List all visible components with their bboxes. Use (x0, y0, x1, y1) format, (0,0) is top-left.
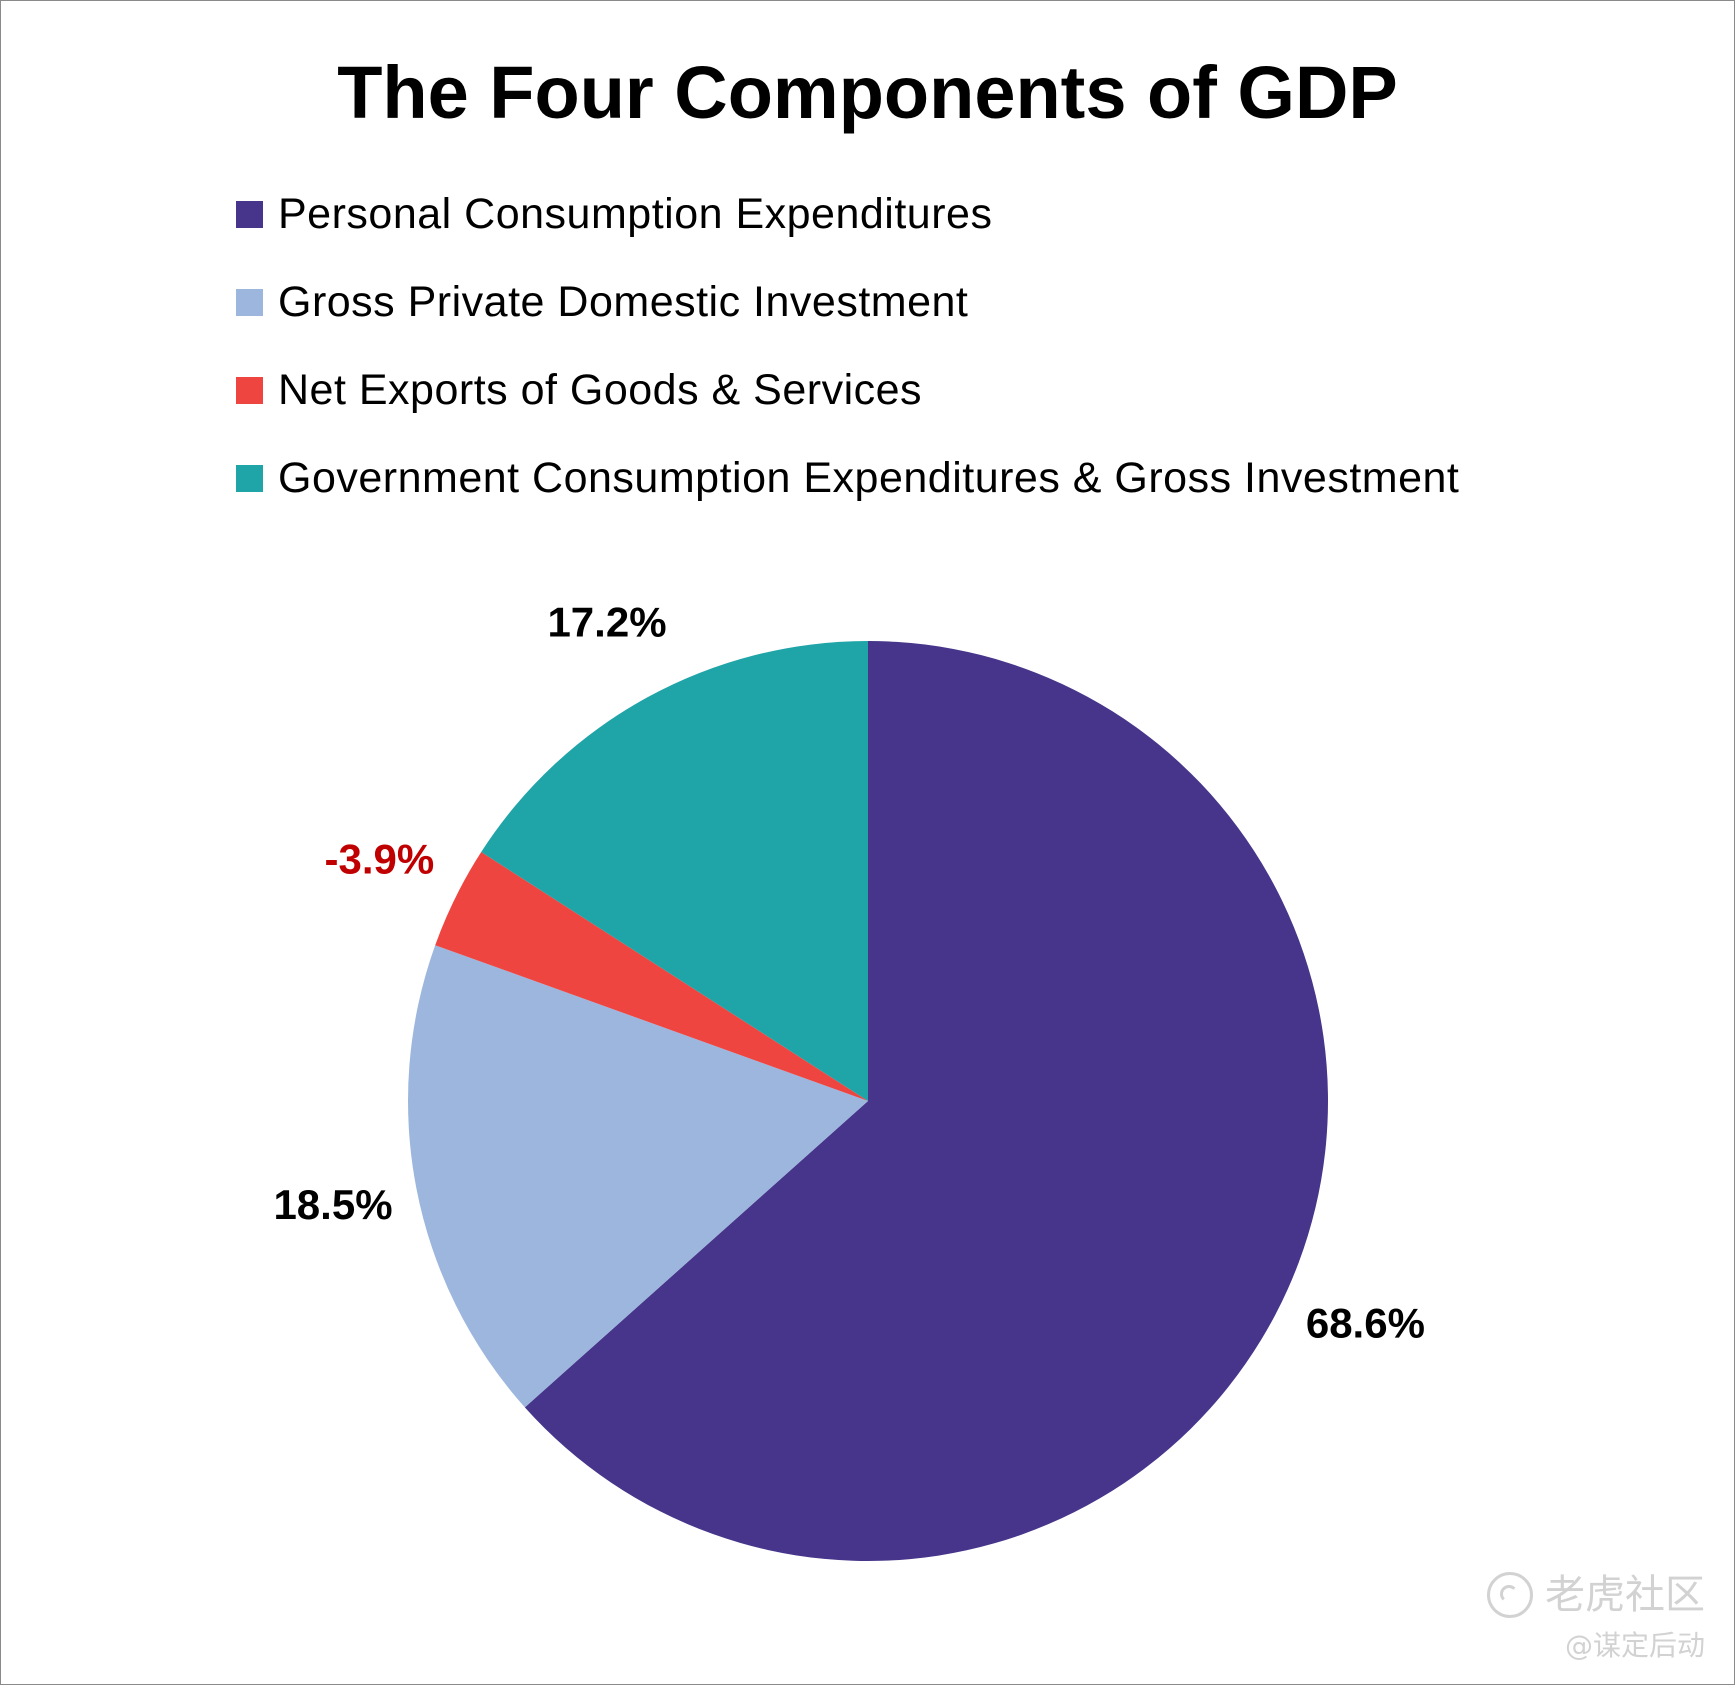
pie-slice-net-exports (435, 852, 868, 1101)
slice-label-gross-private-investment: 18.5% (273, 1181, 392, 1228)
legend-swatch (236, 201, 263, 228)
watermark: 老虎社区 @谋定后动 (1487, 1571, 1705, 1665)
legend-label: Net Exports of Goods & Services (278, 366, 923, 414)
watermark-brand: 老虎社区 (1545, 1572, 1705, 1618)
watermark-brand-row: 老虎社区 (1487, 1571, 1705, 1619)
legend-swatch (236, 465, 263, 492)
pie-slice-gross-private-investment (408, 945, 868, 1408)
legend-label: Personal Consumption Expenditures (278, 190, 993, 238)
pie-slices (408, 641, 1329, 1561)
legend-swatch (236, 377, 263, 404)
slice-label-government-consumption: 17.2% (547, 599, 666, 646)
pie-slice-government-consumption (481, 641, 868, 1101)
pie-slice-personal-consumption (524, 641, 1329, 1561)
watermark-author: @谋定后动 (1564, 1629, 1705, 1662)
tiger-community-logo-icon (1487, 1572, 1533, 1618)
legend-swatch (236, 289, 263, 316)
legend-label: Gross Private Domestic Investment (278, 278, 969, 326)
slice-label-net-exports: -3.9% (325, 836, 435, 883)
legend-label: Government Consumption Expenditures & Gr… (278, 454, 1460, 502)
slice-label-personal-consumption: 68.6% (1306, 1300, 1425, 1347)
pie-labels: 68.6% 18.5% -3.9% 17.2% (273, 599, 1424, 1347)
chart-title: The Four Components of GDP (337, 51, 1398, 134)
